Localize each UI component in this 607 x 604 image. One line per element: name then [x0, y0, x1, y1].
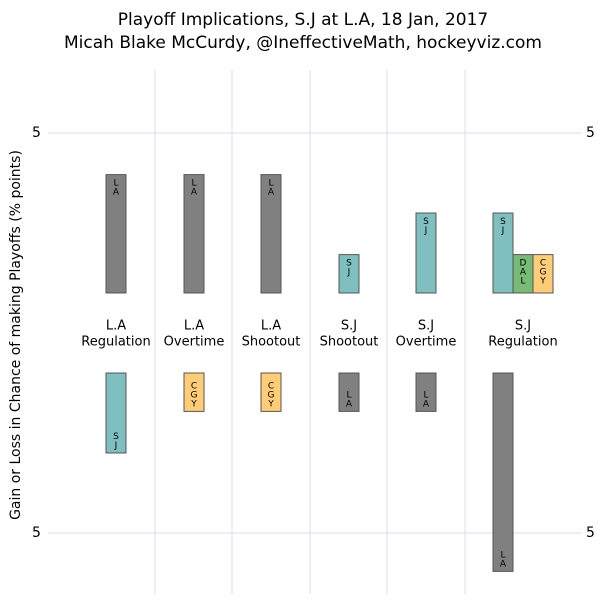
x-category-result: Shootout	[320, 335, 379, 350]
bar	[105, 372, 127, 454]
x-category-team: L.A	[106, 319, 126, 334]
chart-subtitle: Micah Blake McCurdy, @IneffectiveMath, h…	[64, 33, 542, 53]
x-category-result: Overtime	[396, 335, 457, 350]
bar	[492, 212, 514, 294]
y-tick-label-right: 5	[586, 125, 595, 141]
bar	[183, 174, 205, 294]
y-tick-label-right: 5	[586, 525, 595, 541]
x-category-team: S.J	[515, 319, 531, 334]
bar	[415, 372, 437, 412]
x-category-team: L.A	[261, 319, 281, 334]
bar	[492, 372, 514, 572]
x-category-result: Shootout	[242, 335, 301, 350]
bar	[338, 254, 360, 294]
bar	[532, 254, 554, 294]
x-category-team: L.A	[184, 319, 204, 334]
bar	[260, 372, 282, 412]
bar	[105, 174, 127, 294]
bar	[415, 212, 437, 294]
x-category-result: Overtime	[164, 335, 225, 350]
bar	[338, 372, 360, 412]
y-axis-label: Gain or Loss in Chance of making Playoff…	[8, 150, 24, 520]
x-category-team: S.J	[418, 319, 434, 334]
x-category-result: Regulation	[81, 335, 150, 350]
x-category-team: S.J	[341, 319, 357, 334]
bar	[183, 372, 205, 412]
y-tick-label: 5	[32, 525, 41, 541]
y-tick-label: 5	[32, 125, 41, 141]
bar	[260, 174, 282, 294]
x-category-result: Regulation	[488, 335, 557, 350]
chart-title: Playoff Implications, S.J at L.A, 18 Jan…	[118, 10, 489, 30]
